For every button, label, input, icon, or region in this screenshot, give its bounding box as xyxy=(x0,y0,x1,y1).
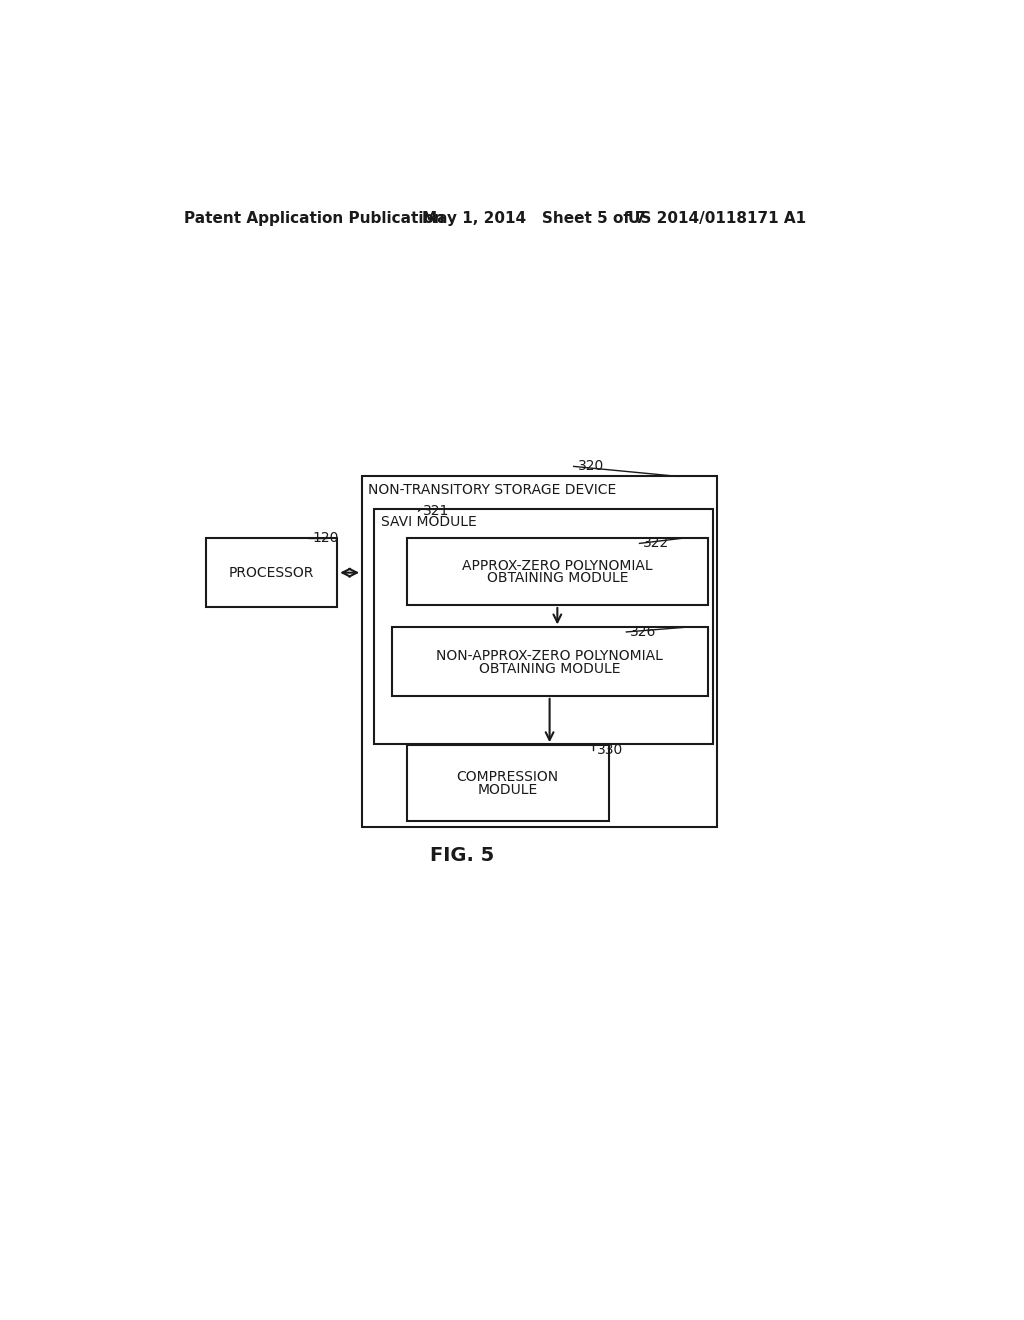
Text: SAVI MODULE: SAVI MODULE xyxy=(381,515,476,529)
Text: 120: 120 xyxy=(312,531,339,545)
Text: 320: 320 xyxy=(578,459,604,474)
Text: COMPRESSION: COMPRESSION xyxy=(457,771,559,784)
Text: NON-APPROX-ZERO POLYNOMIAL: NON-APPROX-ZERO POLYNOMIAL xyxy=(436,649,663,663)
Text: NON-TRANSITORY STORAGE DEVICE: NON-TRANSITORY STORAGE DEVICE xyxy=(369,483,616,496)
Bar xyxy=(206,539,337,607)
Bar xyxy=(362,477,717,826)
Bar xyxy=(407,539,708,605)
Text: OBTAINING MODULE: OBTAINING MODULE xyxy=(479,661,621,676)
Text: Patent Application Publication: Patent Application Publication xyxy=(183,211,444,226)
Text: May 1, 2014   Sheet 5 of 7: May 1, 2014 Sheet 5 of 7 xyxy=(423,211,646,226)
Bar xyxy=(391,627,708,696)
Text: MODULE: MODULE xyxy=(477,783,538,797)
Text: 322: 322 xyxy=(643,536,670,550)
Text: US 2014/0118171 A1: US 2014/0118171 A1 xyxy=(628,211,806,226)
Text: OBTAINING MODULE: OBTAINING MODULE xyxy=(486,572,628,586)
Bar xyxy=(375,508,713,743)
Text: 326: 326 xyxy=(630,624,656,639)
Text: FIG. 5: FIG. 5 xyxy=(430,846,495,865)
Text: 321: 321 xyxy=(423,504,449,517)
Bar xyxy=(407,744,608,821)
Text: APPROX-ZERO POLYNOMIAL: APPROX-ZERO POLYNOMIAL xyxy=(462,560,652,573)
Text: 330: 330 xyxy=(597,743,624,756)
Text: PROCESSOR: PROCESSOR xyxy=(228,566,314,579)
